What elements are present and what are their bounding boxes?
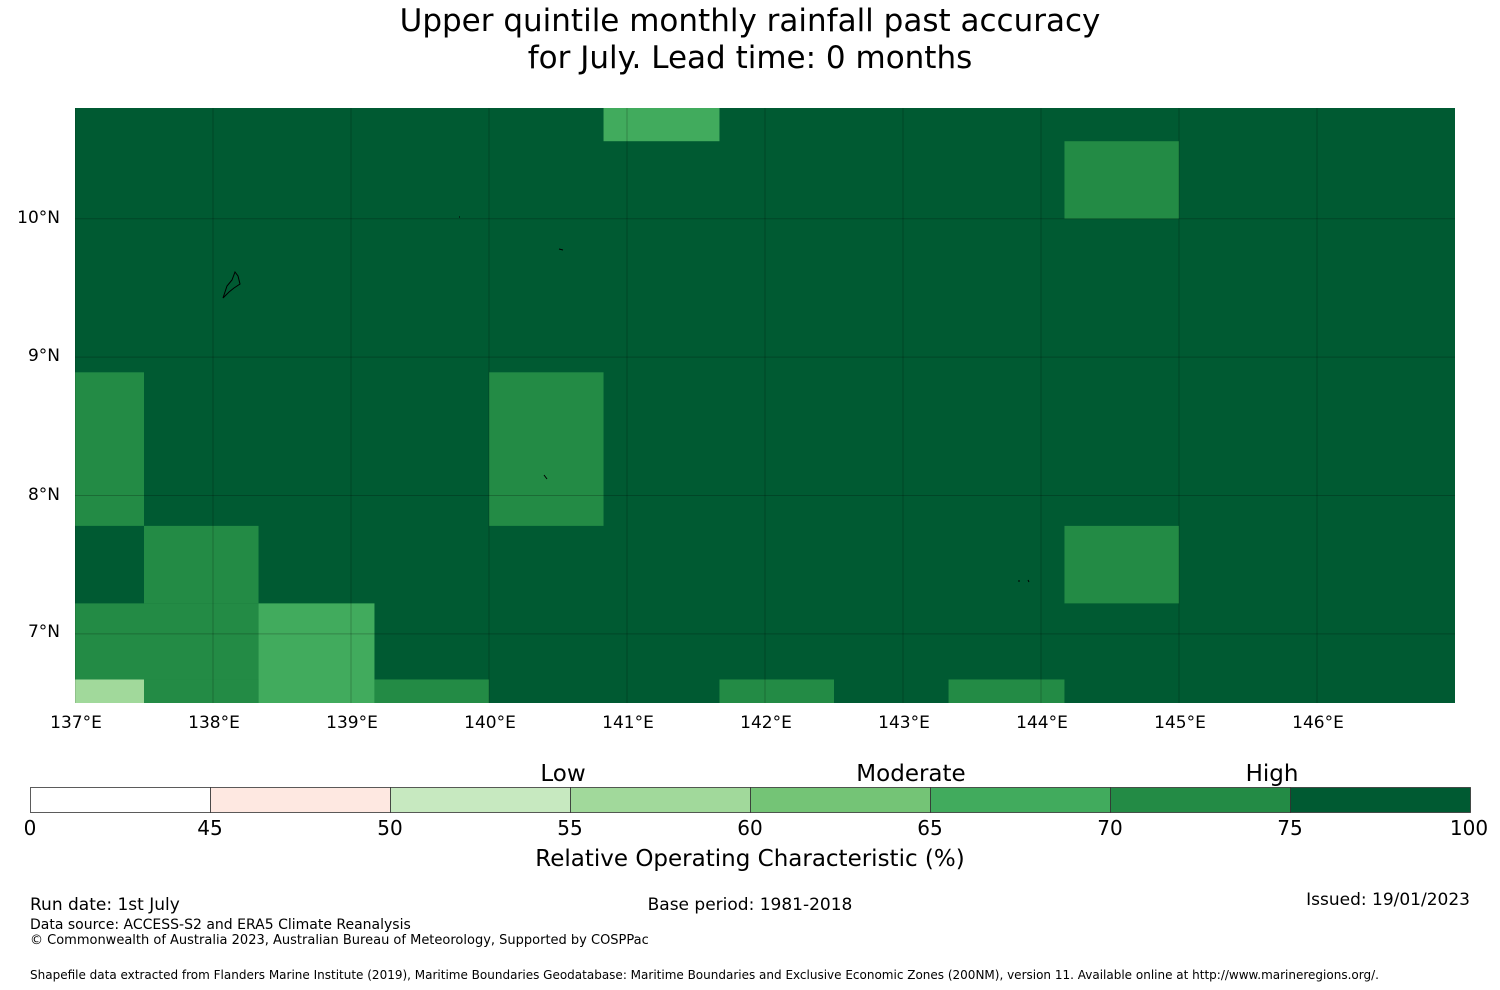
colorbar-segment-7 (1290, 787, 1471, 813)
colorbar-tick-65: 65 (917, 816, 943, 840)
lon-label-144e: 144°E (1016, 713, 1068, 733)
colorbar-label: Relative Operating Characteristic (%) (535, 846, 965, 872)
colorbar-segment-6 (1110, 787, 1291, 813)
category-high: High (1245, 761, 1299, 787)
map-cell-12 (948, 679, 1065, 703)
map-cell-4 (144, 525, 259, 604)
lat-label-8n: 8°N (27, 485, 60, 505)
map-cell-10 (374, 679, 489, 703)
shapefile-credit: Shapefile data extracted from Flanders M… (30, 968, 1379, 982)
rainfall-accuracy-map (75, 108, 1455, 703)
lon-label-146e: 146°E (1292, 713, 1344, 733)
lat-label-10n: 10°N (17, 208, 60, 228)
map-cell-2 (75, 372, 144, 526)
colorbar-segment-2 (390, 787, 571, 813)
map-cell-5 (1064, 525, 1179, 604)
colorbar-tick-60: 60 (737, 816, 763, 840)
island-outlines (222, 216, 1030, 583)
chart-title-line2: for July. Lead time: 0 months (527, 40, 973, 76)
colorbar-tick-100: 100 (1449, 816, 1489, 840)
lon-label-139e: 139°E (326, 713, 378, 733)
data-source: Data source: ACCESS-S2 and ERA5 Climate … (30, 917, 411, 933)
colorbar-tick-0: 0 (23, 816, 37, 840)
map-cell-0 (603, 108, 720, 142)
island-ngulu-dot (558, 248, 564, 251)
base-period: Base period: 1981-2018 (647, 895, 853, 915)
lat-label-7n: 7°N (27, 622, 60, 642)
lon-label-140e: 140°E (464, 713, 516, 733)
colorbar-segment-5 (930, 787, 1111, 813)
island-yap (222, 270, 241, 299)
map-cell-8 (144, 679, 259, 703)
colorbar-tick-50: 50 (377, 816, 403, 840)
map-cell-7 (258, 603, 375, 703)
colorbar-segment-3 (570, 787, 751, 813)
category-moderate: Moderate (856, 761, 966, 787)
colorbar-segment-0 (30, 787, 211, 813)
chart-title-line1: Upper quintile monthly rainfall past acc… (399, 3, 1101, 39)
colorbar-tick-55: 55 (557, 816, 583, 840)
island-sorol (543, 474, 548, 480)
category-low: Low (540, 761, 586, 787)
lon-label-137e: 137°E (50, 713, 102, 733)
colorbar-tick-45: 45 (197, 816, 223, 840)
colorbar-tick-70: 70 (1097, 816, 1123, 840)
map-cell-11 (719, 679, 834, 703)
run-date: Run date: 1st July (30, 895, 180, 915)
lon-label-142e: 142°E (740, 713, 792, 733)
map-cell-9 (75, 679, 144, 703)
map-cell-6 (75, 603, 259, 680)
copyright-notice: © Commonwealth of Australia 2023, Austra… (30, 933, 649, 948)
lat-label-9n: 9°N (27, 346, 60, 366)
map-cell-3 (489, 372, 604, 526)
lon-label-141e: 141°E (602, 713, 654, 733)
colorbar-tick-75: 75 (1277, 816, 1303, 840)
lon-label-138e: 138°E (188, 713, 240, 733)
issued-date: Issued: 19/01/2023 (1306, 890, 1470, 910)
lon-label-145e: 145°E (1154, 713, 1206, 733)
colorbar (30, 787, 1471, 813)
lon-label-143e: 143°E (878, 713, 930, 733)
map-cell-1 (1064, 141, 1179, 219)
island-woleai-b (1027, 579, 1030, 583)
colorbar-segment-4 (750, 787, 931, 813)
colorbar-segment-1 (210, 787, 391, 813)
